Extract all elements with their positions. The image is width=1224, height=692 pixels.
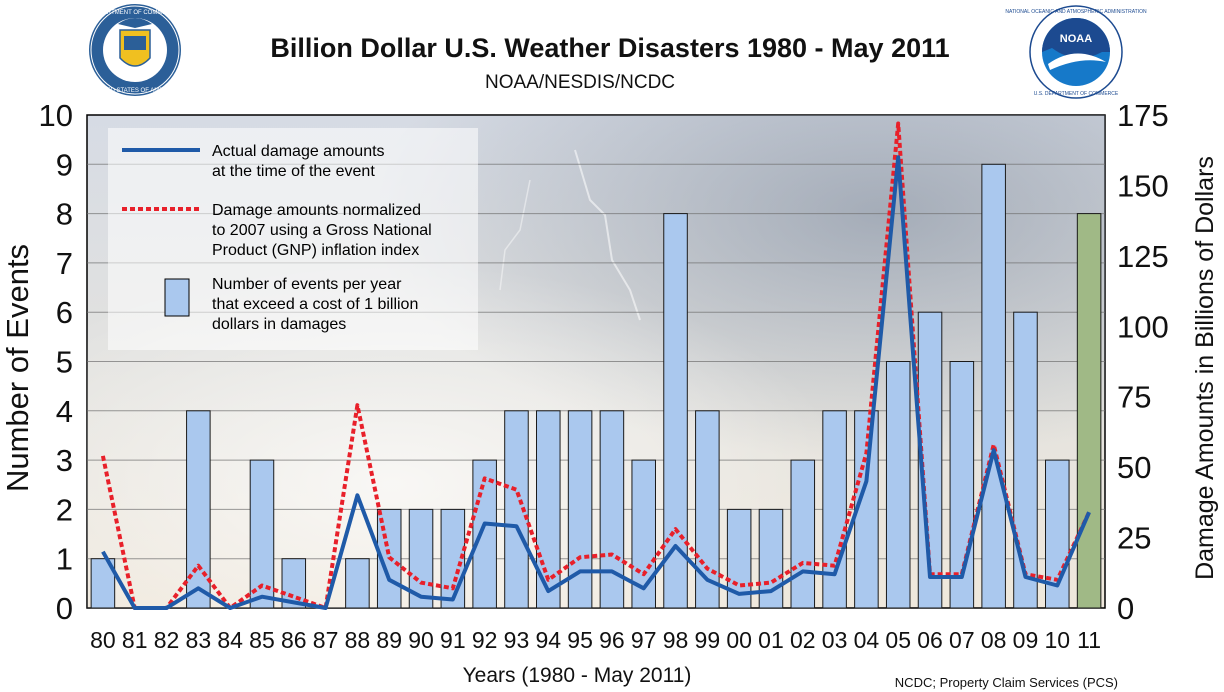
event-bar-90 (408, 508, 434, 609)
x-tick-label: 84 (217, 627, 243, 653)
y-tick-label: 5 (56, 345, 73, 380)
x-axis-label: Years (1980 - May 2011) (463, 664, 692, 687)
y2-axis-label: Damage Amounts in Billions of Dollars (1191, 156, 1219, 580)
y-tick-label: 10 (39, 98, 73, 133)
event-bar-94 (536, 410, 561, 609)
chart-subtitle: NOAA/NESDIS/NCDC (485, 72, 675, 93)
event-bar-92 (472, 459, 497, 609)
x-tick-label: 05 (885, 627, 911, 653)
legend: Actual damage amounts at the time of the … (108, 128, 478, 350)
event-bar-85 (249, 459, 275, 609)
x-tick-label: 02 (790, 627, 816, 653)
event-bar-02 (790, 459, 816, 609)
damage-lines (100, 121, 1091, 610)
legend-actual-label: Actual damage amounts at the time of the … (212, 143, 385, 180)
x-tick-label: 03 (822, 627, 848, 653)
y-tick-label: 1 (56, 542, 73, 577)
x-tick-label: 01 (758, 627, 784, 653)
x-tick-label: 86 (281, 627, 307, 653)
legend-events-label: Number of events per year that exceed a c… (212, 276, 418, 333)
x-tick-label: 89 (376, 627, 402, 653)
x-tick-label: 91 (440, 627, 466, 653)
x-tick-label: 99 (695, 627, 721, 653)
x-tick-label: 04 (854, 627, 880, 653)
legend-normalized-label: Damage amounts normalized to 2007 using a… (212, 202, 432, 259)
x-tick-label: 06 (917, 627, 943, 653)
y-axis-label: Number of Events (0, 244, 35, 492)
x-tick-label: 08 (981, 627, 1007, 653)
x-tick-label: 90 (408, 627, 434, 653)
x-tick-label: 11 (1077, 627, 1101, 653)
y2-tick-label: 75 (1117, 380, 1151, 415)
svg-text:NATIONAL OCEANIC AND ATMOSPHER: NATIONAL OCEANIC AND ATMOSPHERIC ADMINIS… (1005, 9, 1147, 15)
event-bar-08 (981, 163, 1006, 609)
event-bar-09 (1013, 311, 1038, 609)
x-tick-label: 98 (663, 627, 689, 653)
event-bar-03 (822, 410, 847, 609)
event-bar-86 (281, 558, 307, 609)
x-tick-label: 83 (186, 627, 212, 653)
event-bar-98 (663, 213, 688, 609)
x-tick-label: 94 (535, 627, 561, 653)
event-bar-04 (854, 410, 879, 609)
y-tick-label: 9 (56, 147, 73, 182)
y2-tick-label: 150 (1117, 168, 1169, 203)
x-tick-label: 81 (122, 627, 148, 653)
chart-title: Billion Dollar U.S. Weather Disasters 19… (270, 33, 949, 63)
y-tick-label: 8 (56, 197, 73, 232)
commerce-seal-logo: DEPARTMENT OF COMMERCE UNITED STATES OF … (89, 4, 181, 96)
event-bar-80 (90, 558, 116, 609)
x-tick-label: 97 (631, 627, 657, 653)
y2-tick-label: 175 (1117, 98, 1169, 133)
event-bar-88 (345, 558, 370, 609)
y-tick-label: 4 (56, 394, 73, 429)
x-tick-label: 07 (949, 627, 975, 653)
x-tick-label: 87 (313, 627, 339, 653)
event-bar-83 (186, 410, 211, 609)
y-tick-label: 7 (56, 246, 73, 281)
normalized-damage-line (100, 121, 1091, 610)
x-tick-label: 95 (567, 627, 593, 653)
event-bar-11 (1076, 213, 1102, 609)
y-tick-label: 3 (56, 443, 73, 478)
y-tick-label: 2 (56, 492, 73, 527)
y2-tick-label: 100 (1117, 309, 1169, 344)
actual-damage-line (101, 155, 1091, 610)
svg-text:DEPARTMENT OF COMMERCE: DEPARTMENT OF COMMERCE (91, 10, 179, 16)
lightning-decoration (574, 149, 641, 321)
y2-tick-label: 125 (1117, 239, 1169, 274)
x-axis-ticks: 80 81 82 83 84 85 86 87 88 89 90 91 92 93 94 95 96 97 98 99… (90, 627, 1101, 653)
y-tick-label: 6 (56, 295, 73, 330)
legend-events-swatch (164, 278, 190, 317)
svg-text:U.S. DEPARTMENT OF COMMERCE: U.S. DEPARTMENT OF COMMERCE (1034, 91, 1119, 97)
x-tick-label: 00 (726, 627, 752, 653)
svg-text:NOAA: NOAA (1060, 33, 1092, 45)
y-tick-label: 0 (56, 591, 73, 626)
left-axis-ticks: 0 1 2 3 4 5 6 7 8 9 10 (39, 98, 73, 626)
event-bar-06 (917, 311, 943, 609)
event-bar-05 (885, 361, 911, 609)
event-bar-96 (599, 410, 625, 609)
event-bar-93 (504, 410, 529, 609)
x-tick-label: 92 (472, 627, 498, 653)
noaa-logo: NOAA NATIONAL OCEANIC AND ATMOSPHERIC AD… (1005, 5, 1147, 99)
x-tick-label: 82 (154, 627, 180, 653)
event-bar-91 (440, 508, 466, 609)
source-credit: NCDC; Property Claim Services (PCS) (895, 675, 1118, 690)
x-tick-label: 93 (504, 627, 530, 653)
y2-tick-label: 25 (1117, 521, 1151, 556)
x-tick-label: 88 (345, 627, 371, 653)
x-tick-label: 96 (599, 627, 625, 653)
x-tick-label: 80 (90, 627, 116, 653)
svg-text:UNITED STATES OF AMERICA: UNITED STATES OF AMERICA (92, 88, 177, 94)
x-tick-label: 10 (1044, 627, 1070, 653)
y2-tick-label: 50 (1117, 450, 1151, 485)
lightning-decoration-2 (499, 179, 531, 291)
right-axis-ticks: 0 25 50 75 100 125 150 175 (1117, 98, 1169, 626)
y2-tick-label: 0 (1117, 591, 1134, 626)
x-tick-label: 09 (1013, 627, 1039, 653)
x-tick-label: 85 (249, 627, 275, 653)
event-bar-99 (695, 410, 720, 609)
